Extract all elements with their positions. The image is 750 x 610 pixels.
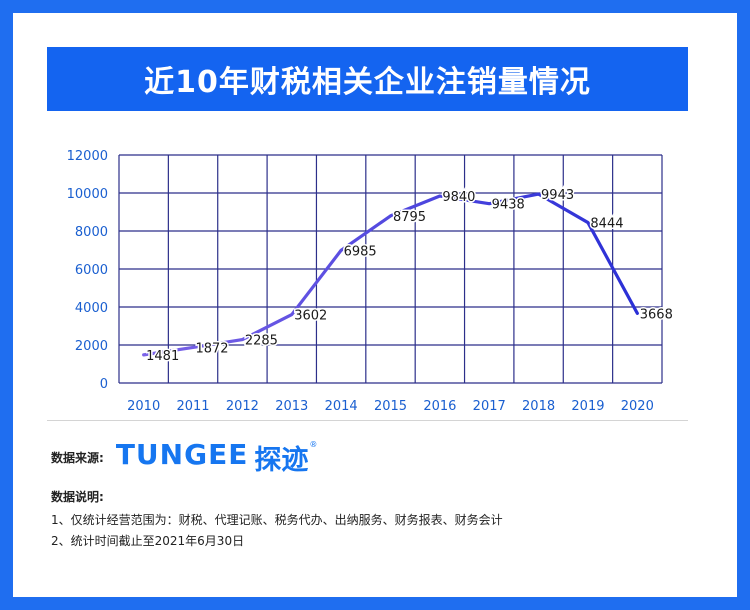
x-tick-label: 2020 — [621, 399, 654, 414]
chart-title: 近10年财税相关企业注销量情况 — [47, 47, 688, 111]
y-tick-label: 0 — [100, 377, 108, 392]
x-tick-label: 2013 — [275, 399, 308, 414]
line-chart: 0 2000 4000 6000 8000 10000 12000 2010 2011 2012 2… — [67, 149, 675, 414]
y-tick-label: 12000 — [67, 149, 108, 164]
divider — [47, 420, 688, 421]
data-label: 3668 — [640, 307, 673, 322]
y-tick-label: 10000 — [67, 187, 108, 202]
registered-mark: ® — [309, 439, 318, 449]
y-tick-label: 2000 — [75, 339, 108, 354]
data-source: 数据来源: TUNGEE 探迹 ® — [51, 437, 317, 477]
note-line-2: 2、统计时间截止至2021年6月30日 — [51, 534, 245, 548]
source-label: 数据来源: — [51, 450, 104, 465]
y-tick-label: 8000 — [75, 225, 108, 240]
data-label: 2285 — [245, 334, 278, 349]
x-tick-label: 2016 — [423, 399, 456, 414]
x-tick-label: 2011 — [176, 399, 209, 414]
x-tick-label: 2019 — [571, 399, 604, 414]
tungee-logo: TUNGEE 探迹 ® — [116, 438, 318, 477]
x-tick-label: 2017 — [473, 399, 506, 414]
data-label: 1872 — [195, 341, 228, 356]
y-tick-label: 4000 — [75, 301, 108, 316]
data-label: 9840 — [442, 190, 475, 205]
data-label: 6985 — [344, 244, 377, 259]
x-tick-label: 2018 — [522, 399, 555, 414]
x-tick-label: 2010 — [127, 399, 160, 414]
data-notes: 数据说明: 1、仅统计经营范围为：财税、代理记账、税务代办、出纳服务、财务报表、… — [51, 488, 503, 552]
x-tick-label: 2012 — [226, 399, 259, 414]
x-tick-label: 2014 — [325, 399, 358, 414]
x-tick-label: 2015 — [374, 399, 407, 414]
logo-chinese-text: 探迹 — [254, 444, 309, 476]
data-label: 8795 — [393, 210, 426, 225]
y-tick-label: 6000 — [75, 263, 108, 278]
notes-title: 数据说明: — [51, 490, 104, 504]
data-label: 3602 — [294, 309, 327, 324]
data-label: 1481 — [146, 349, 179, 364]
logo-latin-text: TUNGEE — [115, 437, 249, 471]
note-line-1: 1、仅统计经营范围为：财税、代理记账、税务代办、出纳服务、财务报表、财务会计 — [51, 513, 503, 527]
data-label: 9438 — [492, 198, 525, 213]
data-label: 9943 — [541, 188, 574, 203]
series-line — [142, 192, 639, 357]
data-label: 8444 — [590, 217, 623, 232]
